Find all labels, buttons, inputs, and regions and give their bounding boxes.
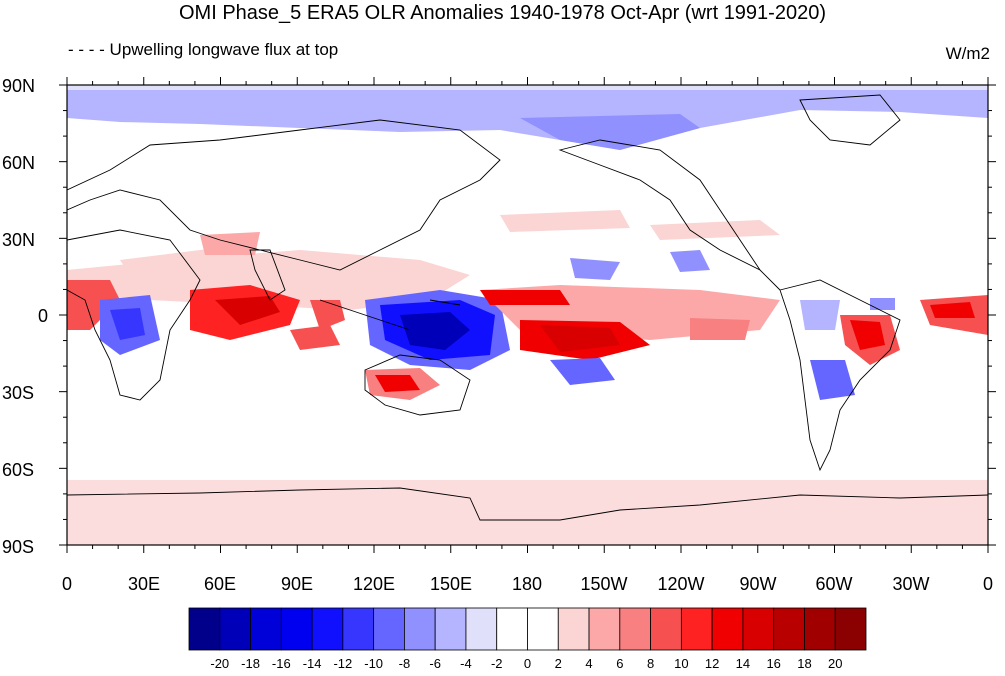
colorbar-label: 0 — [524, 656, 531, 671]
colorbar-label: 4 — [585, 656, 592, 671]
colorbar-swatch — [834, 607, 867, 651]
colorbar-label: -14 — [303, 656, 322, 671]
colorbar-label: -18 — [241, 656, 260, 671]
units-label: W/m2 — [945, 44, 990, 63]
colorbar-label: -8 — [399, 656, 411, 671]
colorbar-label: 6 — [616, 656, 623, 671]
colorbar-swatch — [804, 607, 836, 651]
colorbar-swatch — [373, 607, 405, 651]
colorbar-labels: -20 -18 -16 -14 -12 -10 -8 -6 -4 -2 0 2 4 6 8 10 12 14 16 1… — [210, 656, 842, 671]
lon-label: 60W — [815, 574, 852, 594]
lon-label: 60E — [204, 574, 236, 594]
variable-subtitle: - - - - Upwelling longwave flux at top — [68, 40, 339, 59]
colorbar-label: 18 — [797, 656, 811, 671]
colorbar-swatch — [680, 607, 713, 651]
lon-label: 90W — [739, 574, 776, 594]
lat-label: 30N — [2, 230, 35, 250]
lat-label: 0 — [38, 306, 48, 326]
colorbar-label: 20 — [828, 656, 842, 671]
lat-label: 90N — [2, 76, 35, 96]
coastlines — [67, 94, 988, 521]
colorbar-swatch — [742, 607, 775, 651]
colorbar — [188, 607, 867, 651]
colorbar-label: 2 — [555, 656, 562, 671]
lat-label: 60N — [2, 153, 35, 173]
colorbar-label: -20 — [210, 656, 229, 671]
map-title: OMI Phase_5 ERA5 OLR Anomalies 1940-1978… — [179, 2, 826, 24]
colorbar-swatch — [404, 607, 436, 651]
lon-label: 150W — [580, 574, 627, 594]
colorbar-swatch — [588, 607, 621, 651]
colorbar-swatch — [557, 607, 590, 651]
colorbar-swatch — [219, 607, 251, 651]
lon-label: 90E — [281, 574, 313, 594]
colorbar-label: 14 — [736, 656, 750, 671]
colorbar-swatch — [250, 607, 282, 651]
colorbar-swatch — [465, 607, 498, 651]
colorbar-swatch — [311, 607, 344, 651]
lat-label: 90S — [2, 537, 34, 557]
colorbar-label: 12 — [705, 656, 719, 671]
longitude-labels: 0 30E 60E 90E 120E 150E 180 150W 120W 90… — [62, 574, 993, 594]
colorbar-swatch — [342, 607, 375, 651]
colorbar-label: -2 — [491, 656, 503, 671]
colorbar-label: -10 — [364, 656, 383, 671]
lon-label: 150E — [430, 574, 472, 594]
colorbar-label: -4 — [460, 656, 472, 671]
colorbar-swatch — [619, 607, 651, 651]
latitude-labels: 90N 60N 30N 0 30S 60S 90S — [2, 76, 48, 557]
lon-label: 120E — [353, 574, 395, 594]
colorbar-swatch — [650, 607, 682, 651]
lon-label: 0 — [983, 574, 993, 594]
colorbar-swatch — [527, 607, 559, 651]
colorbar-swatch — [434, 607, 467, 651]
anomaly-field — [67, 85, 988, 545]
colorbar-swatch — [188, 607, 221, 651]
colorbar-swatch — [496, 607, 528, 651]
colorbar-swatch — [280, 607, 313, 651]
colorbar-swatch — [711, 607, 744, 651]
lat-label: 30S — [2, 383, 34, 403]
lon-label: 120W — [657, 574, 704, 594]
lat-label: 60S — [2, 460, 34, 480]
colorbar-swatch — [773, 607, 805, 651]
colorbar-label: -12 — [333, 656, 352, 671]
lon-label: 30W — [892, 574, 929, 594]
lon-label: 0 — [62, 574, 72, 594]
lon-label: 30E — [128, 574, 160, 594]
colorbar-label: -6 — [429, 656, 441, 671]
colorbar-label: 10 — [674, 656, 688, 671]
colorbar-label: 16 — [766, 656, 780, 671]
colorbar-label: -16 — [272, 656, 291, 671]
colorbar-label: 8 — [647, 656, 654, 671]
lon-label: 180 — [512, 574, 542, 594]
axis-ticks — [59, 77, 996, 553]
